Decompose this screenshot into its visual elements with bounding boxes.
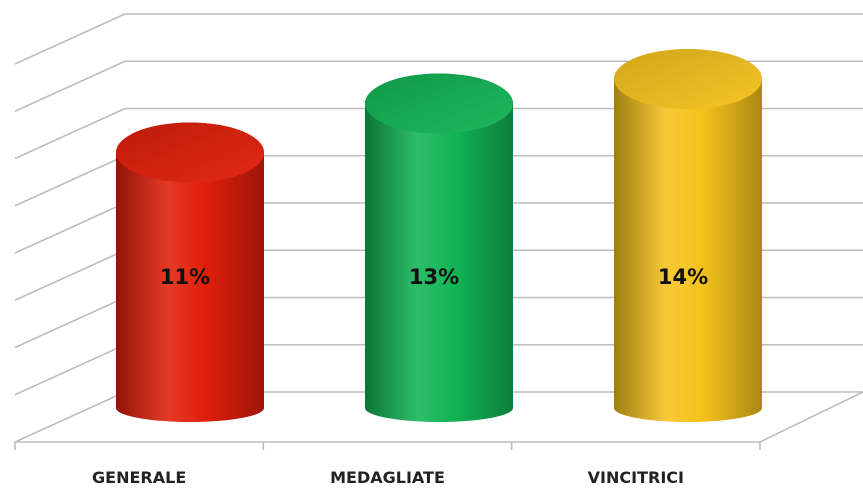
side-gridline (14, 202, 126, 254)
bar-generale (116, 122, 264, 423)
bar-body (614, 49, 762, 422)
labels: 11% GENERALE 13% MEDAGLIATE 14% VINCITRICI (92, 265, 708, 487)
category-label: GENERALE (92, 468, 186, 487)
side-gridline (14, 296, 126, 349)
data-label: 14% (658, 265, 708, 289)
chart-floor (14, 391, 863, 450)
side-gridline (14, 155, 126, 207)
side-gridline (14, 391, 126, 443)
side-gridline (14, 13, 126, 65)
side-gridline (14, 344, 126, 396)
side-gridline (14, 249, 126, 301)
bar-medagliate (365, 73, 513, 423)
bar-vincitrici (614, 49, 762, 422)
bar-top (116, 122, 264, 183)
bars (116, 49, 762, 423)
data-label: 13% (409, 265, 459, 289)
category-label: MEDAGLIATE (330, 468, 445, 487)
category-label: VINCITRICI (588, 468, 684, 487)
floor-side-edge (759, 391, 863, 443)
bar-top (365, 73, 513, 134)
side-gridline (14, 107, 126, 160)
side-gridline (14, 60, 126, 112)
bar-body (365, 73, 513, 423)
bar-body (116, 122, 264, 423)
bar-top (614, 49, 762, 109)
data-label: 11% (160, 265, 210, 289)
